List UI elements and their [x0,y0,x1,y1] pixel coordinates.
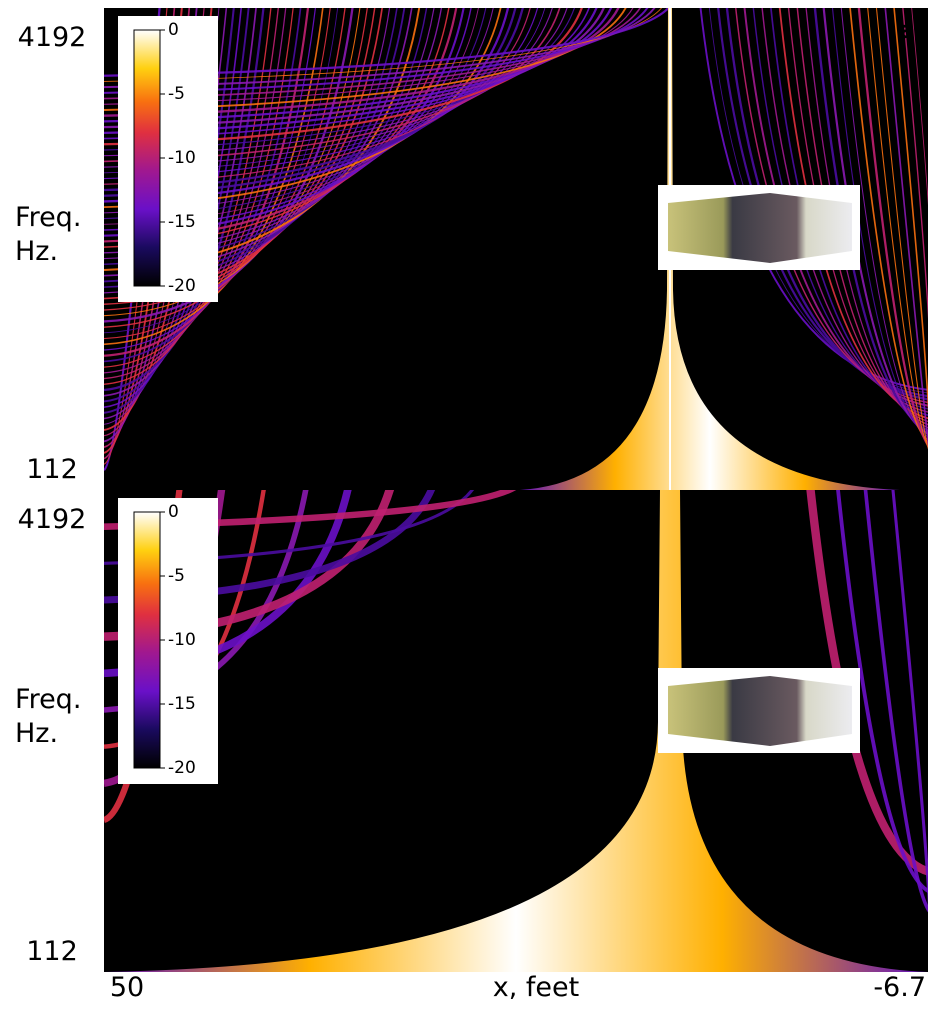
colorbar-tick-label: -15 [168,694,196,714]
colorbar-tick-label: -15 [168,212,196,232]
colorbar-tick-label: -20 [168,276,196,296]
y-axis-label: Hz. [15,718,58,749]
colorbar [134,512,160,768]
colorbar-tick-label: 0 [168,502,179,522]
colorbar-tick-label: -20 [168,758,196,778]
y-tick-label: 112 [26,936,78,967]
page: {"panels": [ {"label": "a)", "y_label_li… [0,0,928,1015]
figure: 50 x, feet -6.7 a)4192112Freq.Hz.0-5-10-… [0,0,928,1011]
colorbar-tick-label: 0 [168,20,179,40]
y-axis-label: Freq. [15,684,81,715]
panel-label: b) [898,498,926,526]
y-tick-label: 112 [26,454,78,485]
x-tick-label: 50 [110,972,144,1003]
x-tick-label: -6.7 [873,972,926,1003]
panel-label: a) [899,16,926,44]
engine-image [668,193,852,263]
colorbar-tick-label: -5 [168,84,185,104]
x-axis-label: x, feet [493,972,579,1003]
engine-image [668,676,852,746]
colorbar-tick-label: -5 [168,566,185,586]
colorbar [134,30,160,286]
y-tick-label: 4192 [18,22,87,53]
y-tick-label: 4192 [18,504,87,535]
colorbar-tick-label: -10 [168,630,196,650]
y-axis-label: Hz. [15,236,58,267]
y-axis-label: Freq. [15,202,81,233]
colorbar-tick-label: -10 [168,148,196,168]
